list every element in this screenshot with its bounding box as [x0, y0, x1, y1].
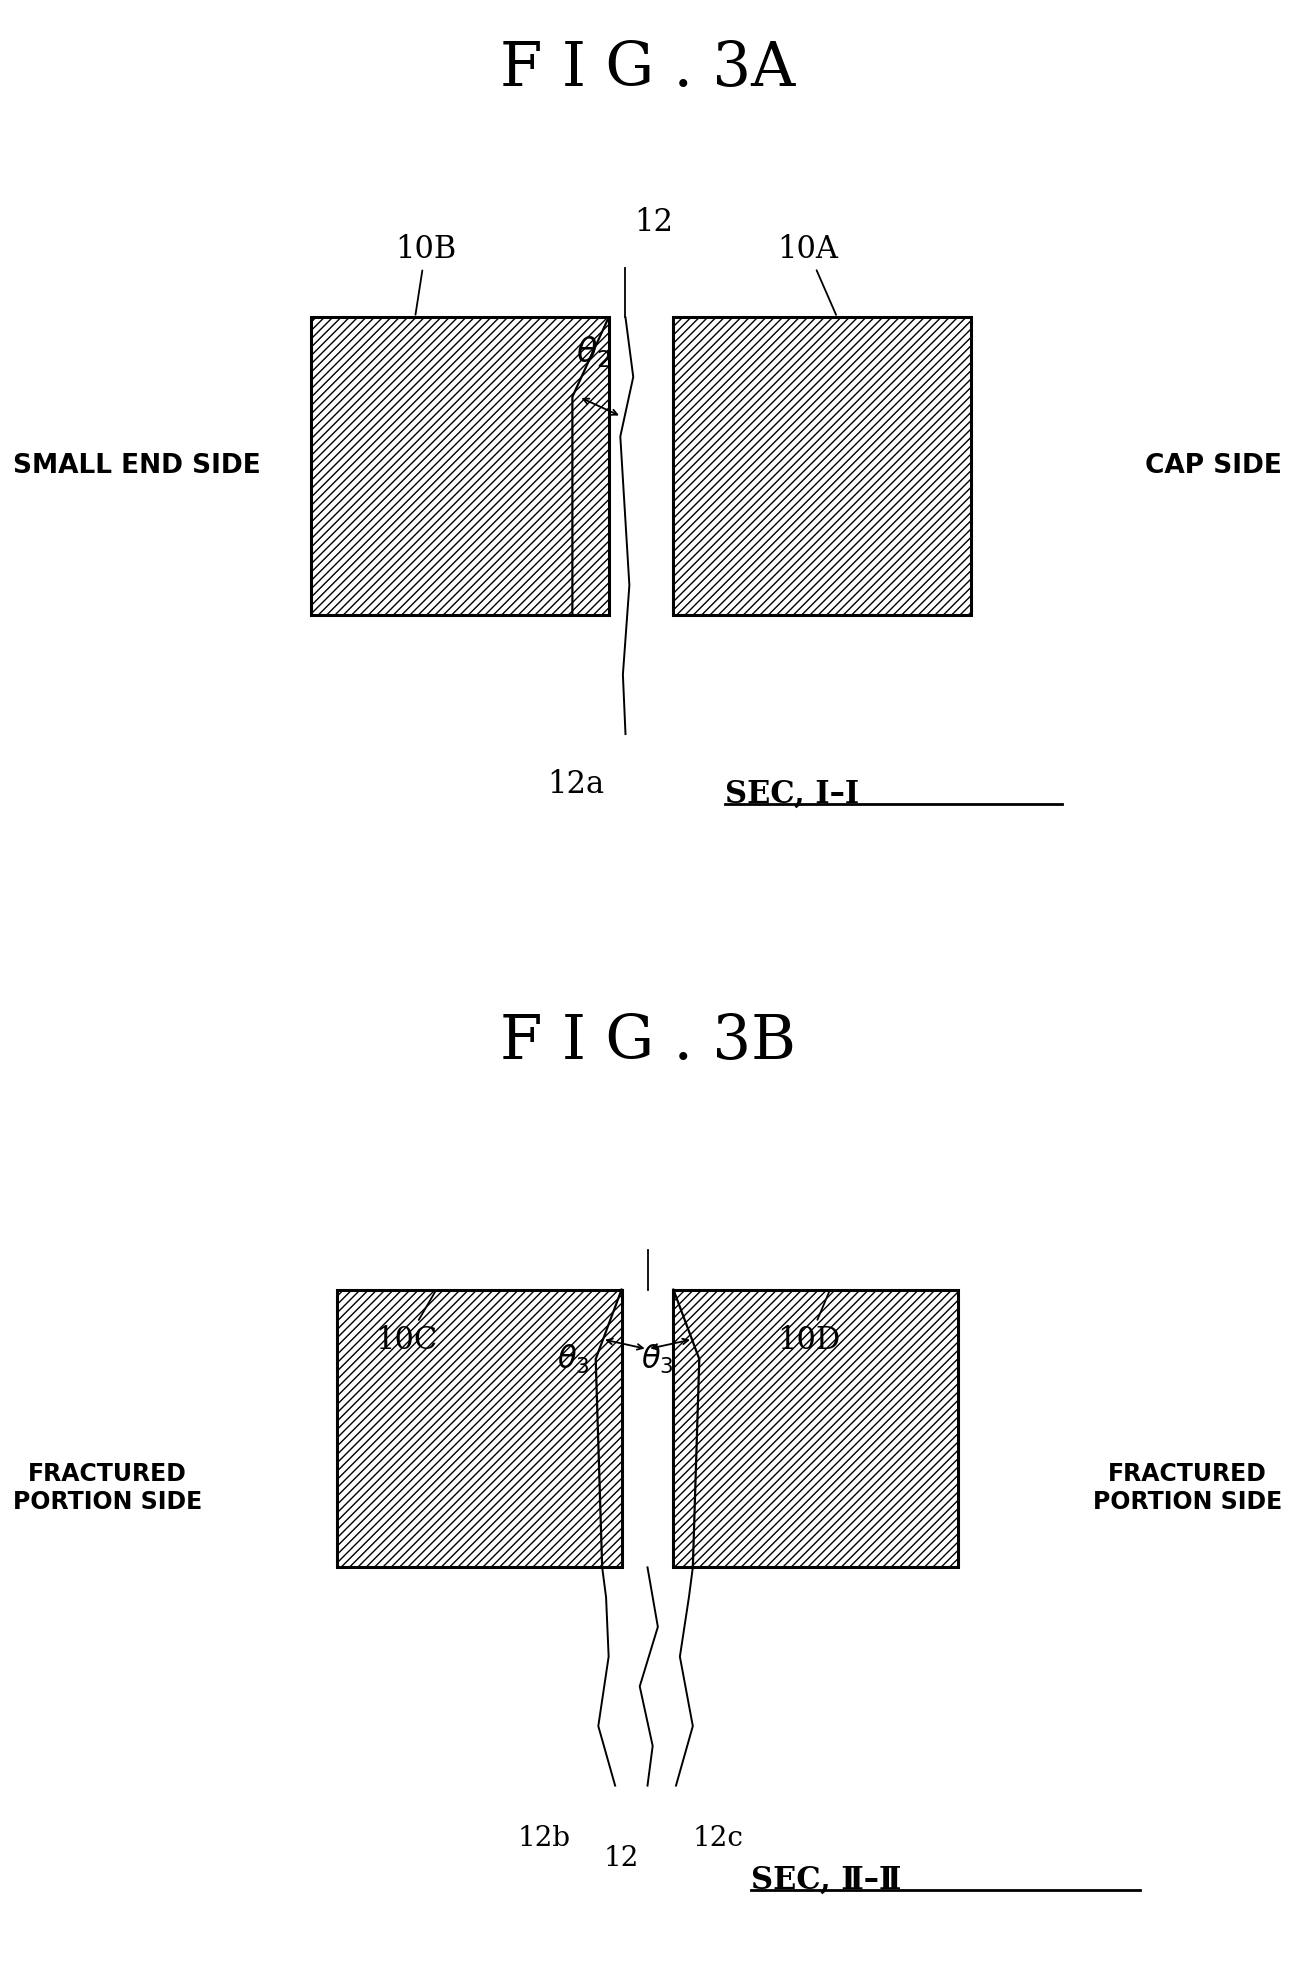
Text: SMALL END SIDE: SMALL END SIDE: [13, 452, 260, 480]
Text: 10A: 10A: [777, 234, 838, 315]
Text: FRACTURED
PORTION SIDE: FRACTURED PORTION SIDE: [13, 1462, 202, 1514]
Bar: [337, 1290, 622, 1567]
Text: CAP SIDE: CAP SIDE: [1145, 452, 1282, 480]
Text: 12: 12: [603, 1845, 640, 1873]
Text: $\theta_3$: $\theta_3$: [557, 1343, 589, 1375]
Text: SEC, Ⅱ–Ⅱ: SEC, Ⅱ–Ⅱ: [751, 1865, 901, 1897]
Text: 12a: 12a: [548, 768, 605, 800]
Text: SEC, I–I: SEC, I–I: [725, 780, 860, 809]
Text: $\theta_2$: $\theta_2$: [576, 335, 611, 369]
Text: 10C: 10C: [376, 1292, 438, 1357]
Text: F I G . 3B: F I G . 3B: [500, 1012, 795, 1071]
Text: 12c: 12c: [693, 1825, 743, 1853]
Text: 12b: 12b: [518, 1825, 570, 1853]
Text: $\theta_3$: $\theta_3$: [641, 1343, 673, 1375]
Text: FRACTURED
PORTION SIDE: FRACTURED PORTION SIDE: [1093, 1462, 1282, 1514]
Bar: [673, 317, 971, 615]
Bar: [311, 317, 609, 615]
Text: 12: 12: [635, 206, 673, 238]
Bar: [673, 1290, 958, 1567]
Text: 10D: 10D: [777, 1292, 840, 1357]
Text: F I G . 3A: F I G . 3A: [500, 40, 795, 99]
Text: 10B: 10B: [395, 234, 456, 315]
